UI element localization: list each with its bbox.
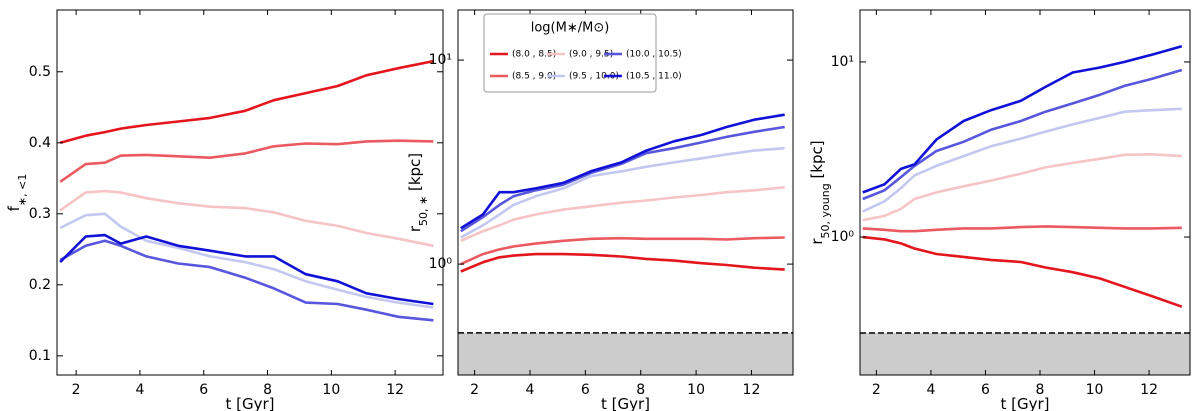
y-axis-label-part: 50, ∗	[417, 196, 430, 226]
y-tick-label: 0.5	[29, 64, 51, 80]
legend-label: (8.5 , 9.0)	[512, 72, 556, 82]
y-tick-label: 10¹	[429, 52, 452, 68]
x-tick-label: 10	[322, 382, 340, 398]
x-tick-label: 10	[1086, 382, 1104, 398]
legend-label: (9.0 , 9.5)	[569, 50, 613, 60]
axes-frame	[457, 9, 794, 376]
x-tick-label: 6	[581, 382, 590, 398]
series-line	[862, 235, 1183, 308]
x-tick-label: 12	[1140, 382, 1158, 398]
y-axis-label-part: f	[5, 205, 23, 211]
series-line	[862, 225, 1182, 233]
legend: log(M∗/M⊙) (8.0 , 8.5) (8.5 , 9.0) (9.0 , 9…	[483, 13, 682, 93]
x-tick-label: 8	[1036, 382, 1045, 398]
series-line	[460, 236, 785, 266]
series-line	[460, 186, 785, 242]
lines	[59, 59, 434, 322]
lines	[460, 113, 785, 273]
panel: 2 4 6 8 10 12 10⁰ 10¹ t [Gyr] r50, young [kpc]	[808, 9, 1191, 411]
series-line	[460, 125, 785, 233]
legend-title: log(M∗/M⊙)	[531, 21, 610, 36]
series-line	[59, 139, 434, 183]
panel: 2 4 6 8 10 12 10⁰ 10¹ t [Gyr] r50, ∗ [kpc] log(M∗/…	[406, 9, 794, 411]
series-line	[862, 68, 1183, 201]
series-line	[862, 153, 1182, 222]
x-tick-label: 2	[470, 382, 479, 398]
y-tick-label: 0.3	[29, 206, 51, 222]
x-axis-label: t [Gyr]	[601, 395, 650, 411]
y-tick-label: 0.4	[29, 135, 51, 151]
y-tick-label: 0.1	[29, 348, 51, 364]
y-axis-label: r50, ∗ [kpc]	[406, 153, 430, 232]
x-tick-label: 4	[926, 382, 935, 398]
y-axis-label-part: r	[808, 238, 826, 245]
series-line	[460, 146, 785, 239]
y-axis-label-part: 50, young	[819, 183, 832, 238]
x-tick-label: 12	[386, 382, 404, 398]
series-line	[59, 212, 434, 309]
x-tick-label: 4	[135, 382, 144, 398]
y-axis-label: f∗, <1	[5, 174, 29, 212]
legend-label: (9.5 , 10.0)	[569, 72, 619, 82]
axes-frame	[859, 9, 1191, 376]
series-line	[59, 59, 434, 145]
legend-label: (10.0 , 10.5)	[626, 50, 682, 60]
series-line	[460, 252, 785, 273]
y-tick-label: 10⁰	[429, 256, 453, 272]
resolution-region	[458, 332, 793, 375]
series-line	[862, 107, 1182, 213]
series-line	[460, 113, 785, 230]
y-tick-label: 0.2	[29, 277, 51, 293]
x-tick-label: 8	[636, 382, 645, 398]
y-axis-label-part: ∗, <1	[16, 174, 29, 206]
y-axis-label-part: [kpc]	[808, 140, 826, 183]
x-axis-label: t [Gyr]	[225, 395, 274, 411]
series-line	[862, 44, 1183, 194]
series-line	[59, 233, 434, 306]
x-tick-label: 2	[72, 382, 81, 398]
x-tick-label: 8	[263, 382, 272, 398]
series-line	[59, 239, 434, 322]
legend-box	[483, 13, 657, 93]
series-line	[59, 189, 434, 248]
x-axis-label: t [Gyr]	[1000, 395, 1049, 411]
x-tick-label: 4	[526, 382, 535, 398]
y-axis-label-part: [kpc]	[406, 153, 424, 196]
y-tick-label: 10¹	[831, 54, 854, 70]
y-tick-label: 10⁰	[831, 229, 855, 245]
y-axis-label-part: r	[406, 225, 424, 232]
panel: 2 4 6 8 10 12 0.1 0.2 0.3 0.4 0.5 t [Gyr] f∗, <1	[5, 9, 444, 411]
legend-label: (8.0 , 8.5)	[512, 50, 556, 60]
lines	[862, 44, 1183, 308]
x-tick-label: 6	[981, 382, 990, 398]
y-axis-label: r50, young [kpc]	[808, 140, 832, 244]
resolution-region	[860, 333, 1190, 375]
x-tick-label: 6	[199, 382, 208, 398]
legend-label: (10.5 , 11.0)	[626, 72, 682, 82]
x-tick-label: 2	[872, 382, 881, 398]
x-tick-label: 12	[743, 382, 761, 398]
axes-frame	[56, 9, 444, 376]
x-tick-label: 10	[687, 382, 705, 398]
